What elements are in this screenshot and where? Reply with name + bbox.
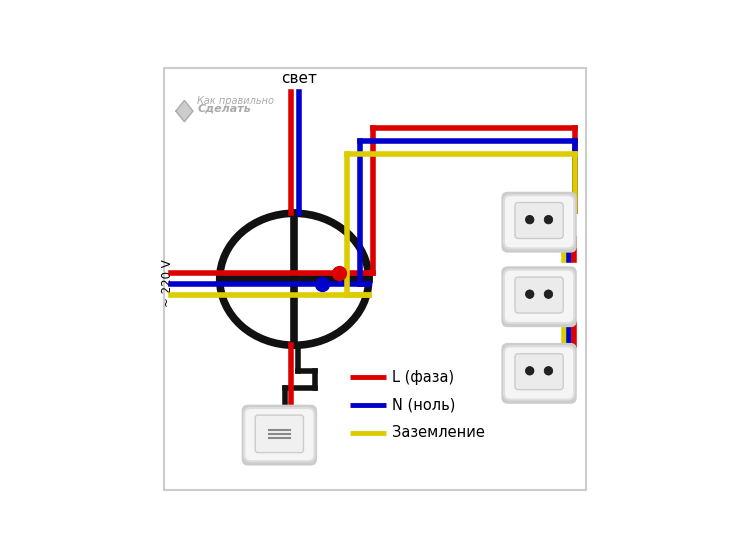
FancyBboxPatch shape bbox=[515, 202, 563, 238]
FancyBboxPatch shape bbox=[515, 277, 563, 313]
Text: N (ноль): N (ноль) bbox=[392, 398, 455, 413]
FancyBboxPatch shape bbox=[501, 267, 577, 327]
FancyBboxPatch shape bbox=[515, 354, 563, 390]
Text: Как правильно: Как правильно bbox=[197, 96, 274, 106]
FancyBboxPatch shape bbox=[501, 343, 577, 404]
Text: Сделать: Сделать bbox=[197, 104, 251, 114]
Text: ~ 220 V: ~ 220 V bbox=[161, 260, 174, 307]
Text: Заземление: Заземление bbox=[392, 425, 485, 440]
Circle shape bbox=[526, 290, 534, 299]
FancyBboxPatch shape bbox=[165, 69, 586, 490]
Circle shape bbox=[544, 367, 553, 375]
Text: L (фаза): L (фаза) bbox=[392, 370, 455, 385]
FancyBboxPatch shape bbox=[501, 192, 577, 253]
FancyBboxPatch shape bbox=[244, 408, 315, 461]
Polygon shape bbox=[176, 101, 193, 122]
FancyBboxPatch shape bbox=[504, 346, 574, 400]
Circle shape bbox=[544, 290, 553, 299]
FancyBboxPatch shape bbox=[504, 195, 574, 248]
FancyBboxPatch shape bbox=[255, 415, 304, 452]
Circle shape bbox=[526, 216, 534, 224]
Circle shape bbox=[544, 216, 553, 224]
FancyBboxPatch shape bbox=[504, 270, 574, 323]
FancyBboxPatch shape bbox=[242, 405, 317, 466]
Text: свет: свет bbox=[281, 71, 318, 86]
Circle shape bbox=[526, 367, 534, 375]
